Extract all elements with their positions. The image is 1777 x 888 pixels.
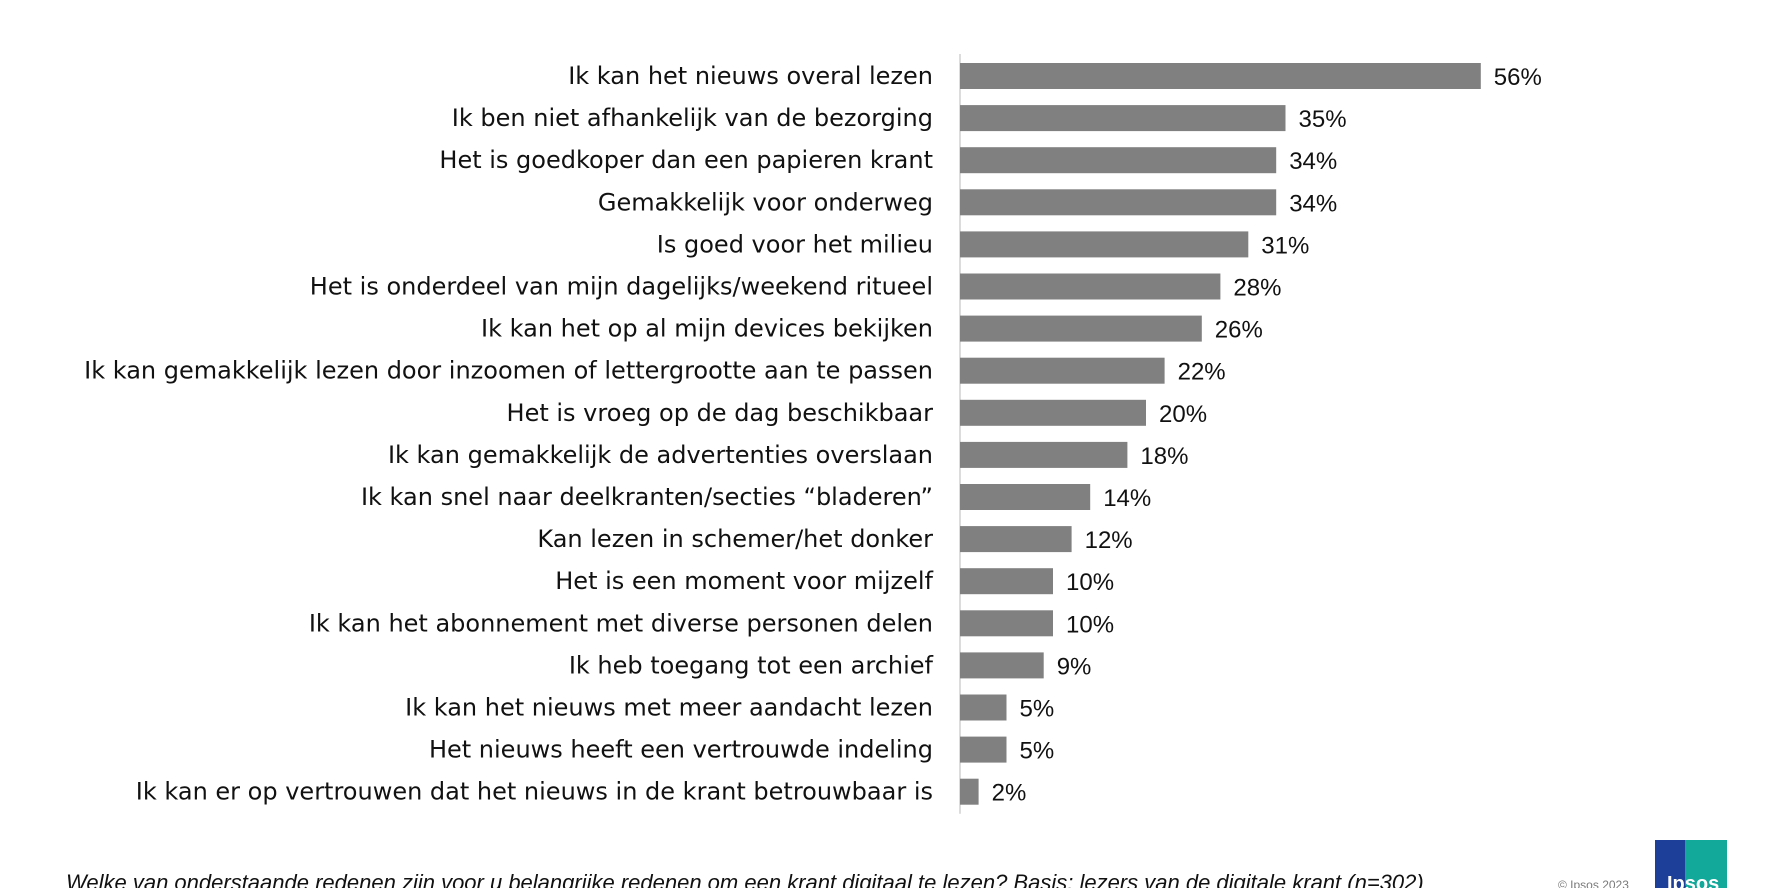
question-footnote: Welke van onderstaande redenen zijn voor…	[66, 870, 1424, 888]
bar	[960, 399, 1146, 426]
category-label: Ik kan snel naar deelkranten/secties “bl…	[361, 483, 933, 511]
bar	[960, 273, 1221, 300]
category-label: Het is goedkoper dan een papieren krant	[439, 146, 933, 174]
copyright-text: © Ipsos 2023	[1558, 878, 1629, 888]
bar	[960, 189, 1277, 216]
value-label: 34%	[1289, 190, 1337, 217]
value-label: 26%	[1215, 317, 1263, 344]
value-label: 10%	[1066, 569, 1114, 596]
logo-accent	[1685, 840, 1727, 888]
bar	[960, 526, 1072, 553]
value-label: 31%	[1261, 232, 1309, 259]
logo-text: Ipsos	[1667, 873, 1720, 888]
category-label: Ik kan het nieuws met meer aandacht leze…	[405, 694, 933, 722]
value-label: 18%	[1140, 443, 1188, 470]
bar	[960, 231, 1249, 258]
value-label: 34%	[1289, 148, 1337, 175]
value-label: 12%	[1085, 527, 1133, 554]
category-label: Ik heb toegang tot een archief	[569, 651, 934, 679]
category-label: Ik ben niet afhankelijk van de bezorging	[452, 104, 933, 132]
bar	[960, 610, 1053, 637]
value-label: 14%	[1103, 485, 1151, 512]
bar	[960, 441, 1128, 468]
value-label: 56%	[1494, 64, 1542, 91]
category-label: Het is vroeg op de dag beschikbaar	[507, 399, 934, 427]
category-label: Ik kan gemakkelijk de advertenties overs…	[388, 441, 933, 469]
category-label: Het is een moment voor mijzelf	[555, 567, 933, 595]
value-label: 5%	[1020, 738, 1055, 765]
bar	[960, 484, 1091, 510]
bar	[960, 315, 1202, 342]
value-label: 35%	[1299, 106, 1347, 133]
category-label: Ik kan gemakkelijk lezen door inzoomen o…	[84, 357, 933, 385]
category-label: Ik kan er op vertrouwen dat het nieuws i…	[136, 778, 933, 806]
bar	[960, 63, 1481, 89]
value-label: 2%	[992, 780, 1027, 807]
bar	[960, 568, 1053, 595]
bar	[960, 357, 1165, 384]
value-label: 22%	[1178, 359, 1226, 386]
category-label: Gemakkelijk voor onderweg	[598, 188, 933, 216]
bar	[960, 778, 979, 805]
value-label: 5%	[1020, 696, 1055, 723]
category-label: Ik kan het abonnement met diverse person…	[309, 609, 933, 637]
bar	[960, 147, 1277, 174]
value-label: 28%	[1233, 275, 1281, 302]
category-label: Het is onderdeel van mijn dagelijks/week…	[310, 273, 933, 301]
ipsos-logo: Ipsos	[1655, 840, 1727, 888]
bar	[960, 652, 1044, 679]
category-label: Het nieuws heeft een vertrouwde indeling	[429, 736, 933, 764]
bar	[960, 736, 1007, 763]
bar	[960, 105, 1286, 132]
category-label: Ik kan het op al mijn devices bekijken	[481, 315, 933, 343]
category-label: Ik kan het nieuws overal lezen	[568, 62, 933, 90]
value-label: 9%	[1057, 653, 1092, 680]
bar	[960, 694, 1007, 721]
category-label: Kan lezen in schemer/het donker	[537, 525, 933, 553]
category-label: Is goed voor het milieu	[657, 230, 933, 258]
value-label: 10%	[1066, 611, 1114, 638]
value-label: 20%	[1159, 401, 1207, 428]
